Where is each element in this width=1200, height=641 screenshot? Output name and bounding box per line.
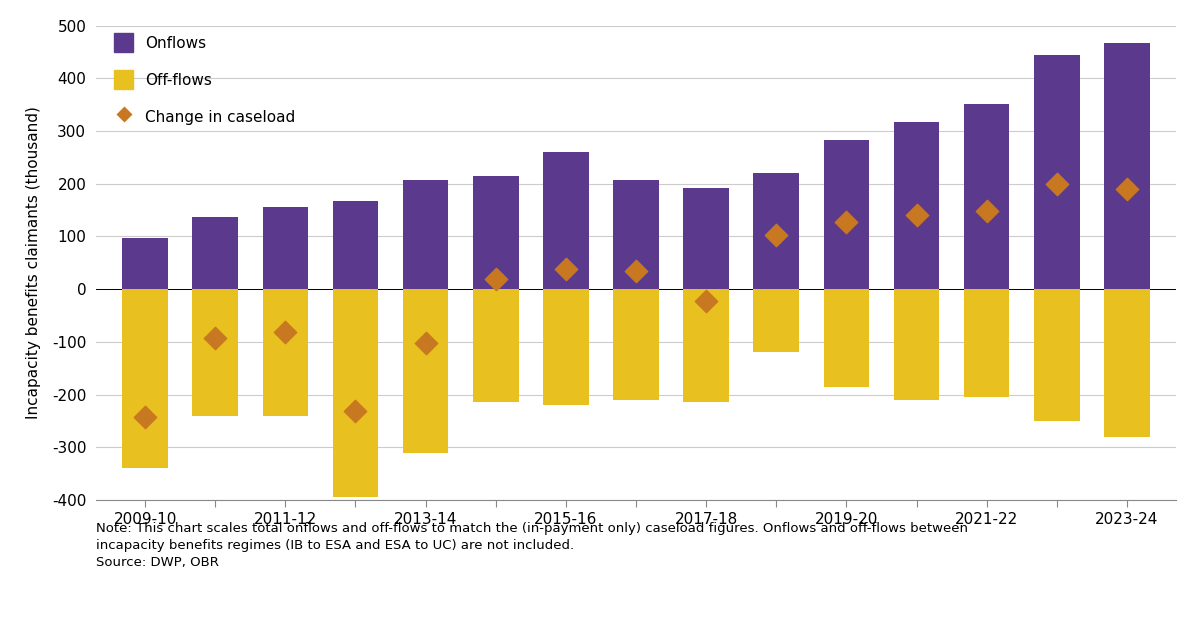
Point (416, 338, 436, 349)
Point (136, 412, 155, 422)
Text: Note: This chart scales total onflows and off-flows to match the (in-payment onl: Note: This chart scales total onflows an… (96, 522, 968, 569)
Point (907, 210, 926, 221)
Bar (473, 176, 518, 289)
Bar (964, 289, 1009, 397)
Bar (613, 289, 659, 400)
Bar (1104, 289, 1150, 437)
Bar (894, 289, 940, 400)
Y-axis label: Incapacity benefits claimants (thousand): Incapacity benefits claimants (thousand) (25, 106, 41, 419)
Bar (192, 289, 238, 415)
Bar (613, 179, 659, 289)
Bar (754, 289, 799, 353)
Point (557, 264, 576, 274)
Point (1117, 184, 1136, 194)
Point (205, 333, 224, 344)
Point (486, 274, 505, 284)
Bar (1034, 289, 1080, 421)
Bar (683, 289, 728, 403)
Bar (263, 289, 308, 415)
Point (1048, 179, 1067, 189)
Bar (122, 289, 168, 469)
Point (696, 296, 715, 306)
Bar (1104, 42, 1150, 289)
Bar (754, 173, 799, 289)
Bar (403, 180, 449, 289)
Bar (894, 122, 940, 289)
Bar (823, 289, 869, 387)
Bar (403, 289, 449, 453)
Bar (544, 289, 589, 405)
Bar (332, 201, 378, 289)
Legend: Onflows, Off-flows, Change in caseload: Onflows, Off-flows, Change in caseload (114, 33, 295, 126)
Point (276, 328, 295, 338)
Bar (332, 289, 378, 497)
Point (836, 217, 856, 227)
Point (346, 406, 365, 417)
Bar (964, 104, 1009, 289)
Bar (544, 152, 589, 289)
Bar (263, 208, 308, 289)
Bar (823, 140, 869, 289)
Bar (122, 238, 168, 289)
Bar (1034, 54, 1080, 289)
Bar (473, 289, 518, 403)
Point (977, 206, 996, 216)
Point (767, 230, 786, 240)
Bar (683, 188, 728, 289)
Point (626, 265, 646, 276)
Bar (192, 217, 238, 289)
